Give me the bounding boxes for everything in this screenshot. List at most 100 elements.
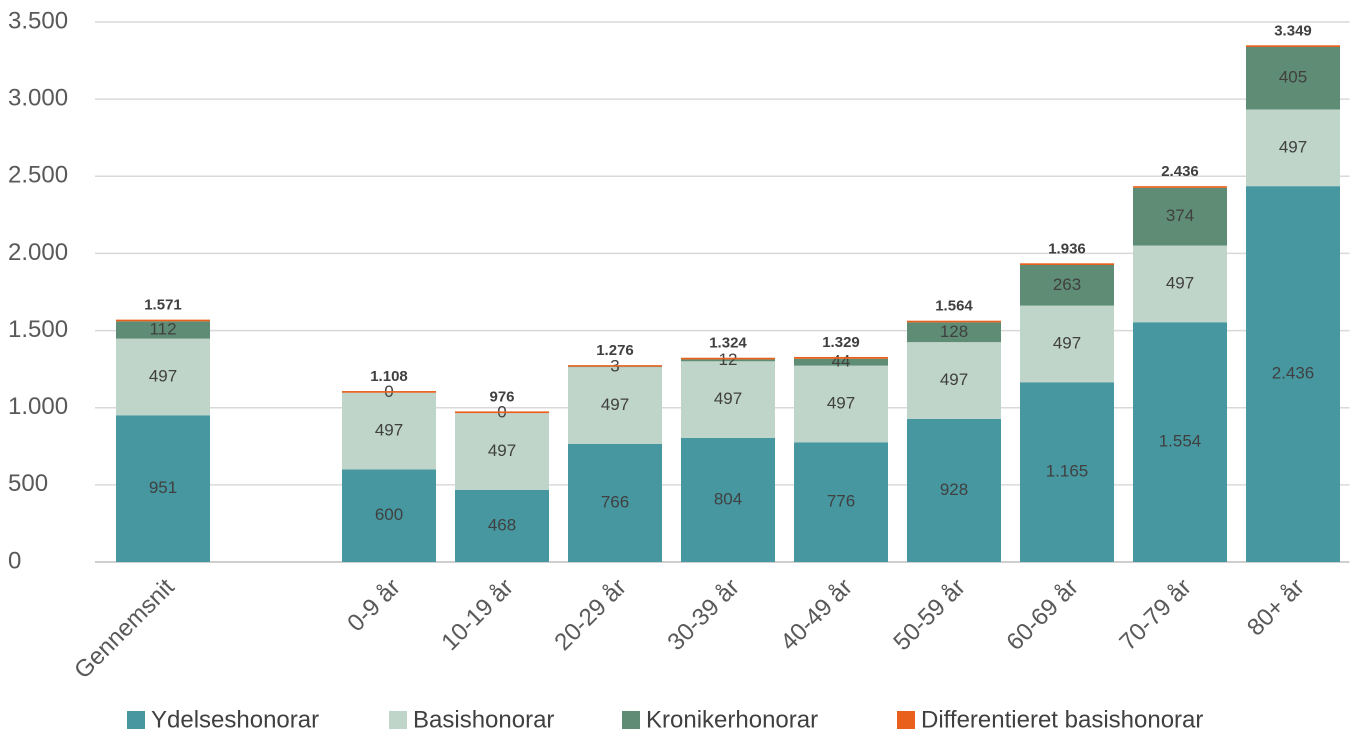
x-tick-label: 40-49 år (775, 574, 857, 656)
bar-segment (1020, 263, 1114, 265)
bar-segment (116, 415, 210, 562)
bar-segment (907, 342, 1001, 419)
total-label: 1.276 (596, 342, 634, 359)
data-label: 804 (714, 489, 742, 508)
data-label: 600 (375, 505, 403, 524)
total-label: 1.564 (935, 298, 973, 315)
x-tick-label: 60-69 år (1001, 574, 1083, 656)
data-label: 776 (827, 492, 855, 511)
bar-segment (342, 469, 436, 562)
total-label: 1.936 (1048, 240, 1086, 257)
bar-segment (342, 391, 436, 393)
bar-segment (681, 361, 775, 438)
data-label: 497 (827, 393, 855, 412)
bar-segment (1133, 245, 1227, 323)
data-label: 128 (940, 322, 968, 341)
x-tick-label: 0-9 år (342, 574, 405, 637)
data-label: 468 (488, 515, 516, 534)
legend-swatch (622, 711, 640, 729)
bar-segment (568, 367, 662, 444)
y-tick-label: 0 (8, 547, 21, 574)
bar-segment (907, 418, 1001, 562)
bar-segment (1246, 109, 1340, 187)
data-label: 497 (149, 366, 177, 385)
legend-label: Basishonorar (413, 706, 554, 733)
y-tick-label: 1.500 (8, 316, 68, 343)
data-label: 2.436 (1272, 364, 1315, 383)
bar-segment (907, 320, 1001, 323)
bar-segment (1133, 186, 1227, 188)
data-label: 497 (714, 389, 742, 408)
bar-segment (1246, 46, 1340, 110)
data-label: 766 (601, 492, 629, 511)
data-label: 44 (832, 352, 851, 371)
bar-segment (794, 356, 888, 359)
data-label: 497 (375, 421, 403, 440)
data-label: 928 (940, 480, 968, 499)
legend-label: Kronikerhonorar (646, 706, 818, 733)
total-label: 1.571 (144, 297, 182, 314)
y-tick-label: 2.000 (8, 239, 68, 266)
bar-segment (794, 358, 888, 366)
bar-segment (1133, 322, 1227, 562)
total-label: 3.349 (1274, 22, 1312, 39)
x-tick-label: 50-59 år (888, 574, 970, 656)
x-tick-label: 20-29 år (549, 574, 631, 656)
x-tick-label: Gennemsnit (69, 573, 180, 684)
bar-segment (116, 338, 210, 416)
bar-segment (794, 442, 888, 562)
legend-swatch (897, 711, 915, 729)
y-tick-label: 1.000 (8, 393, 68, 420)
legend-swatch (389, 711, 407, 729)
data-label: 497 (601, 395, 629, 414)
legend-swatch (127, 711, 145, 729)
x-tick-label: 70-79 år (1114, 574, 1196, 656)
data-label: 263 (1053, 275, 1081, 294)
bar-segment (342, 392, 436, 470)
bar-segment (681, 437, 775, 562)
y-tick-label: 500 (8, 470, 48, 497)
data-label: 374 (1166, 206, 1194, 225)
y-tick-label: 2.500 (8, 162, 68, 189)
bar-segment (116, 319, 210, 322)
bar-segment (681, 357, 775, 360)
bar-segment (1246, 45, 1340, 47)
legend-label: Ydelseshonorar (151, 706, 319, 733)
data-label: 497 (1279, 137, 1307, 156)
bar-segment (455, 489, 549, 562)
legend-label: Differentieret basishonorar (921, 706, 1203, 733)
total-label: 2.436 (1161, 163, 1199, 180)
total-label: 1.324 (709, 335, 747, 352)
bar-segment (1020, 382, 1114, 562)
data-label: 112 (149, 319, 176, 338)
data-label: 1.165 (1046, 462, 1089, 481)
bar-segment (116, 321, 210, 339)
x-tick-label: 80+ år (1242, 574, 1310, 642)
bar-segment (907, 322, 1001, 343)
data-label: 497 (940, 370, 968, 389)
data-label: 1.554 (1159, 432, 1202, 451)
x-tick-label: 30-39 år (662, 574, 744, 656)
total-label: 976 (489, 388, 514, 405)
bar-segment (568, 365, 662, 367)
bar-segment (1020, 305, 1114, 383)
y-tick-label: 3.000 (8, 84, 68, 111)
bar-segment (794, 365, 888, 443)
total-label: 1.108 (370, 368, 408, 385)
total-label: 1.329 (822, 334, 860, 351)
data-label: 405 (1279, 68, 1307, 87)
bar-segment (455, 411, 549, 414)
data-label: 497 (1053, 333, 1081, 352)
bar-segment (1020, 265, 1114, 306)
bar-segment (455, 413, 549, 490)
bar-segment (681, 359, 775, 362)
data-label: 497 (488, 441, 516, 460)
bar-segment (1133, 187, 1227, 246)
bar-segment (1246, 186, 1340, 562)
data-label: 497 (1166, 273, 1194, 292)
y-tick-label: 3.500 (8, 7, 68, 34)
x-tick-label: 10-19 år (436, 574, 518, 656)
data-label: 951 (149, 478, 177, 497)
bar-segment (568, 443, 662, 562)
